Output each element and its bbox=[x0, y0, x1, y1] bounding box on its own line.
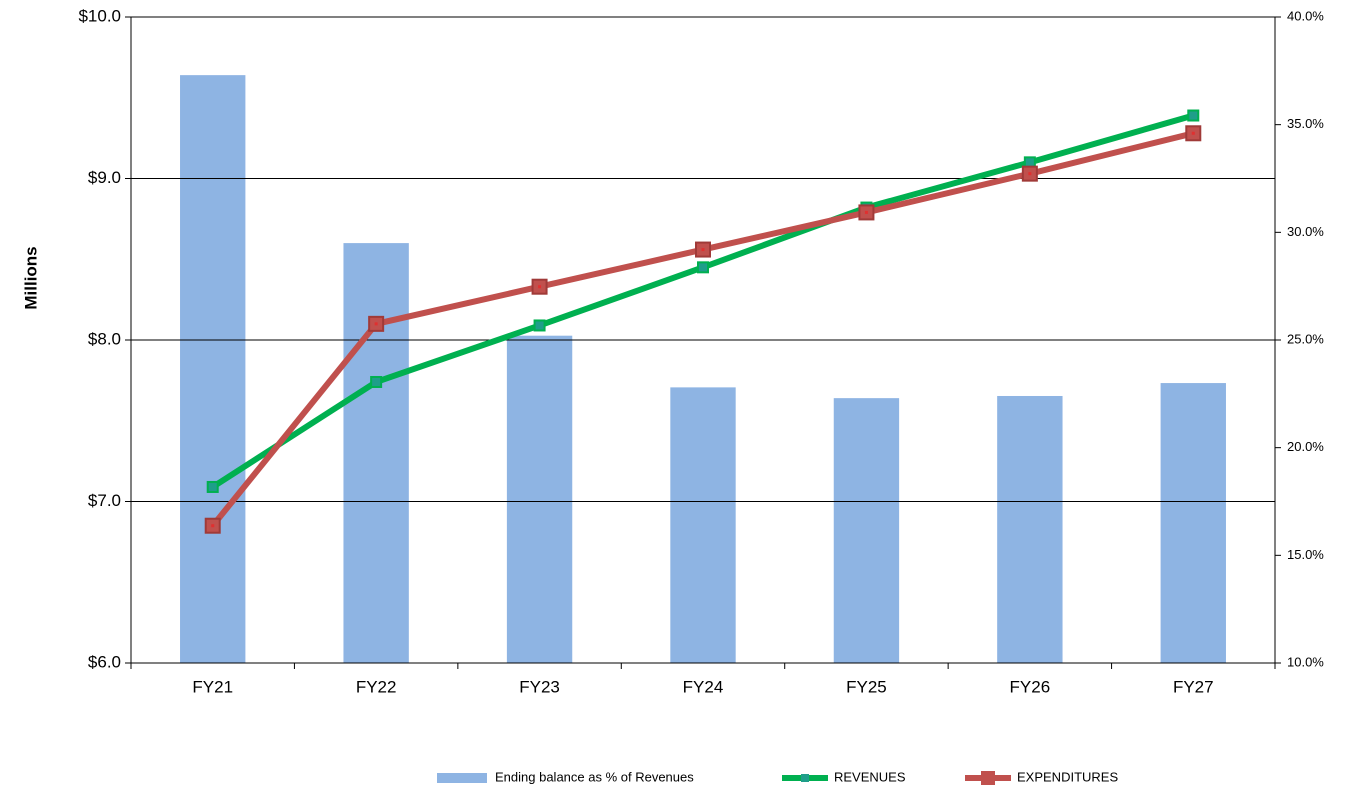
y-tick-label: $10.0 bbox=[78, 6, 121, 25]
x-tick-label: FY25 bbox=[846, 677, 887, 696]
x-tick-label: FY23 bbox=[519, 677, 560, 696]
y2-tick-label: 25.0% bbox=[1287, 331, 1324, 346]
legend-marker bbox=[801, 774, 809, 782]
x-tick-label: FY21 bbox=[192, 677, 233, 696]
y2-tick-label: 15.0% bbox=[1287, 547, 1324, 562]
y-tick-label: $8.0 bbox=[88, 329, 121, 348]
x-tick-label: FY24 bbox=[683, 677, 724, 696]
legend-swatch bbox=[437, 773, 487, 783]
marker-dot bbox=[211, 524, 215, 528]
legend-label: Ending balance as % of Revenues bbox=[495, 769, 694, 784]
marker-dot bbox=[374, 322, 378, 326]
y2-tick-label: 35.0% bbox=[1287, 116, 1324, 131]
x-tick-label: FY26 bbox=[1010, 677, 1051, 696]
marker bbox=[370, 375, 383, 388]
y-axis-title: Millions bbox=[21, 246, 40, 309]
bars bbox=[180, 75, 1226, 663]
marker bbox=[1187, 109, 1200, 122]
x-tick-label: FY22 bbox=[356, 677, 397, 696]
y-tick-label: $6.0 bbox=[88, 652, 121, 671]
grid bbox=[131, 16, 1275, 502]
marker-dot bbox=[864, 210, 868, 214]
y-tick-label: $9.0 bbox=[88, 168, 121, 187]
legend-marker bbox=[981, 771, 995, 785]
x-tick-label: FY27 bbox=[1173, 677, 1214, 696]
bar bbox=[343, 243, 409, 663]
bar bbox=[180, 75, 246, 663]
y2-tick-label: 10.0% bbox=[1287, 654, 1324, 669]
bar bbox=[997, 395, 1063, 663]
marker bbox=[697, 261, 709, 274]
y2-tick-label: 20.0% bbox=[1287, 439, 1324, 454]
marker-dot bbox=[1028, 172, 1032, 176]
legend-label: EXPENDITURES bbox=[1017, 769, 1118, 784]
marker bbox=[533, 319, 546, 332]
lines bbox=[204, 109, 1202, 534]
bar bbox=[1160, 383, 1226, 663]
legend-label: REVENUES bbox=[834, 769, 906, 784]
marker-dot bbox=[701, 248, 705, 252]
marker-dot bbox=[1191, 131, 1195, 135]
marker bbox=[206, 480, 219, 493]
bar bbox=[833, 398, 900, 663]
y2-tick-label: 30.0% bbox=[1287, 224, 1324, 239]
y-tick-label: $7.0 bbox=[88, 491, 121, 510]
bar bbox=[670, 387, 736, 663]
y2-tick-label: 40.0% bbox=[1287, 8, 1324, 23]
marker-dot bbox=[538, 285, 542, 289]
bar bbox=[506, 335, 573, 663]
